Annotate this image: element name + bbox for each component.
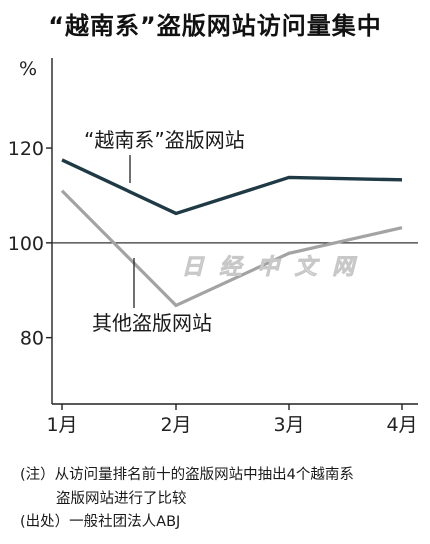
x-tick-label: 2月 [160, 414, 191, 436]
note-line-2: 盗版网站进行了比较 [56, 491, 187, 507]
x-tick-label: 4月 [386, 414, 417, 436]
chart-title: “越南系”盗版网站访问量集中 [48, 12, 382, 40]
series-label-1: “越南系”盗版网站 [84, 128, 245, 152]
series-line-1 [61, 158, 403, 216]
y-tick-label: 80 [20, 328, 44, 350]
note-line-3: (出处）一般社团法人ABJ [20, 514, 181, 530]
chart-axes: % 80 100 120 1月 2月 3月 4月 [8, 58, 418, 436]
x-tick-label: 3月 [273, 414, 304, 436]
series-label-2: 其他盗版网站 [92, 311, 212, 335]
x-tick-label: 1月 [46, 414, 77, 436]
series-line-2 [60, 189, 403, 308]
y-tick-label: 100 [8, 233, 44, 255]
watermark: 日 经 中 文 网 [182, 254, 359, 280]
series-group [60, 158, 403, 308]
y-axis-unit: % [19, 58, 37, 80]
note-line-1: (注）从访问量排名前十的盗版网站中抽出4个越南系 [20, 467, 354, 483]
y-tick-label: 120 [8, 138, 44, 160]
